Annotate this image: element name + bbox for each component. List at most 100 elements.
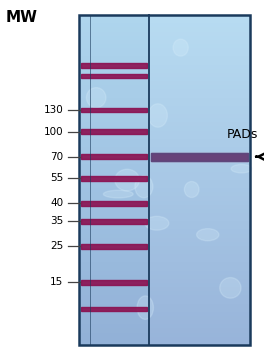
Bar — [80, 341, 149, 345]
Bar — [79, 316, 250, 320]
Text: 70: 70 — [50, 152, 63, 162]
Bar — [79, 267, 250, 271]
Bar — [79, 308, 250, 312]
Bar — [80, 271, 149, 275]
Bar — [79, 64, 250, 69]
Text: 25: 25 — [50, 241, 63, 251]
Bar — [80, 77, 149, 81]
Bar — [81, 201, 147, 206]
Ellipse shape — [137, 296, 153, 319]
Bar — [79, 52, 250, 56]
Bar — [80, 267, 149, 271]
Bar — [80, 151, 149, 155]
Bar — [80, 56, 149, 60]
Bar — [80, 23, 149, 27]
Bar — [79, 73, 250, 77]
Bar — [79, 229, 250, 234]
Bar — [81, 176, 147, 180]
Bar — [79, 180, 250, 184]
Ellipse shape — [173, 39, 188, 56]
Bar — [79, 110, 250, 114]
Bar — [80, 250, 149, 254]
Bar — [80, 32, 149, 36]
Bar — [80, 69, 149, 73]
Bar — [80, 254, 149, 258]
Bar — [80, 287, 149, 291]
Bar — [79, 139, 250, 143]
Bar — [79, 168, 250, 172]
Bar — [152, 153, 248, 161]
Ellipse shape — [231, 165, 252, 173]
Bar — [80, 48, 149, 52]
Bar — [79, 287, 250, 291]
Bar — [81, 63, 147, 68]
Bar — [80, 106, 149, 110]
Ellipse shape — [135, 176, 153, 198]
Bar — [80, 168, 149, 172]
Bar — [79, 122, 250, 126]
Bar — [79, 85, 250, 89]
Bar — [79, 56, 250, 60]
Bar — [80, 126, 149, 131]
Ellipse shape — [103, 190, 133, 198]
Bar — [80, 279, 149, 283]
Bar — [80, 308, 149, 312]
Bar — [79, 246, 250, 250]
Ellipse shape — [86, 87, 106, 108]
Bar — [79, 213, 250, 217]
Bar — [79, 159, 250, 163]
Bar — [79, 151, 250, 155]
Bar — [79, 217, 250, 221]
Bar — [80, 52, 149, 56]
Bar — [80, 283, 149, 287]
Bar — [79, 19, 250, 23]
Bar — [81, 154, 147, 159]
Bar — [79, 209, 250, 213]
Bar — [152, 153, 248, 161]
Ellipse shape — [197, 229, 219, 241]
Bar — [80, 262, 149, 267]
Bar — [79, 135, 250, 139]
Bar — [79, 44, 250, 48]
Bar — [79, 27, 250, 32]
Bar — [79, 254, 250, 258]
Bar — [79, 40, 250, 44]
Bar — [79, 36, 250, 40]
Bar — [79, 341, 250, 345]
Bar — [79, 184, 250, 188]
Bar — [79, 106, 250, 110]
Bar — [80, 81, 149, 85]
Bar — [80, 143, 149, 147]
Bar — [79, 333, 250, 337]
Bar — [79, 147, 250, 151]
Bar — [79, 238, 250, 242]
Bar — [80, 15, 149, 19]
Bar — [79, 81, 250, 85]
Bar — [81, 307, 147, 311]
Bar — [80, 64, 149, 69]
Text: 40: 40 — [50, 198, 63, 208]
Bar — [79, 192, 250, 197]
Bar — [80, 337, 149, 341]
Text: 55: 55 — [50, 173, 63, 183]
Bar — [79, 296, 250, 300]
Bar — [80, 291, 149, 296]
Bar — [79, 23, 250, 27]
Bar — [79, 89, 250, 93]
Bar — [80, 19, 149, 23]
Text: 15: 15 — [50, 277, 63, 287]
Bar — [79, 131, 250, 135]
Bar — [80, 333, 149, 337]
Bar — [81, 108, 147, 112]
Bar — [80, 85, 149, 89]
Bar — [80, 242, 149, 246]
Bar — [79, 262, 250, 267]
Bar — [80, 316, 149, 320]
Bar — [80, 275, 149, 279]
Bar — [79, 225, 250, 229]
Bar — [80, 209, 149, 213]
Bar — [79, 304, 250, 308]
Bar — [81, 74, 147, 78]
Bar — [79, 32, 250, 36]
Bar — [79, 250, 250, 254]
